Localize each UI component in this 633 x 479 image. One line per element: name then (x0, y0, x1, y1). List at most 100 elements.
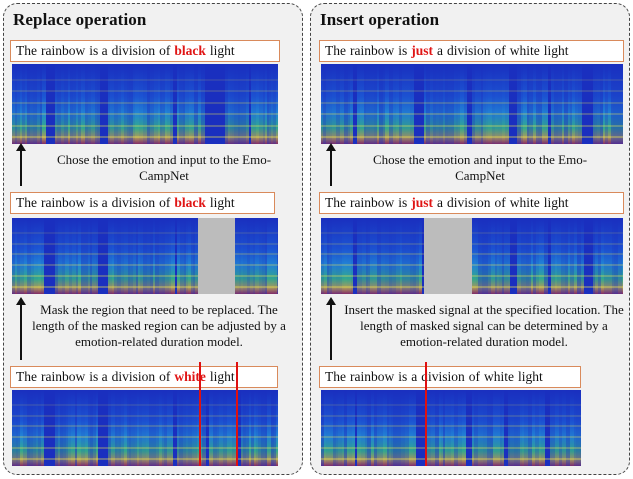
spectrogram-column (136, 390, 139, 466)
spectrogram-column (107, 64, 110, 144)
spectrogram-column (33, 390, 36, 466)
spectrogram-column (594, 218, 598, 294)
spectrogram-column (391, 390, 394, 466)
spectrogram-column (366, 64, 371, 144)
spectrogram-column (505, 64, 509, 144)
spectrogram-column (15, 64, 17, 144)
spectrogram-column (323, 64, 326, 144)
spectrogram-column (161, 390, 164, 466)
highlighted-word: white (174, 369, 206, 384)
spectrogram-column (374, 64, 378, 144)
spectrogram-column (54, 390, 58, 466)
spectrogram-column (599, 64, 603, 144)
spectrogram-column (89, 218, 92, 294)
spectrogram-column (612, 64, 617, 144)
spectrogram-column (564, 218, 568, 294)
spectrogram-column (333, 390, 336, 466)
spectrogram-column (600, 218, 604, 294)
spectrogram-column (193, 64, 196, 144)
spectrogram-column (191, 64, 194, 144)
spectrogram-column (123, 218, 128, 294)
spectrogram-column (18, 390, 20, 466)
spectrogram-column (531, 218, 534, 294)
spectrogram-column (604, 64, 608, 144)
spectrogram-column (241, 218, 244, 294)
spectrogram-column (80, 64, 83, 144)
spectrogram-column (63, 64, 68, 144)
spectrogram-column (114, 390, 117, 466)
spectrogram-column (129, 218, 133, 294)
spectrogram-column (621, 218, 623, 294)
spectrogram-column (212, 390, 217, 466)
spectrogram-column (366, 218, 369, 294)
spectrogram-column (227, 64, 230, 144)
spectrogram-column (142, 64, 147, 144)
spectrogram-column (33, 64, 37, 144)
word: division (111, 369, 156, 384)
spectrogram-column (89, 390, 93, 466)
spectrogram-column (321, 390, 324, 466)
spectrogram-column (347, 390, 349, 466)
word: of (494, 195, 506, 210)
spectrogram-column (109, 218, 112, 294)
spectrogram-column (533, 64, 537, 144)
spectrogram-column (368, 218, 371, 294)
spectrogram-column (229, 64, 232, 144)
spectrogram-column (170, 390, 173, 466)
spectrogram-column (549, 390, 552, 466)
spectrogram-column (387, 390, 390, 466)
spectrogram-column (41, 390, 44, 466)
word: rainbow (350, 195, 395, 210)
spectrogram-column (216, 390, 219, 466)
word: The (325, 43, 346, 58)
harmonic-band (321, 231, 623, 234)
spectrogram-column (517, 218, 522, 294)
spectrogram-column (273, 390, 276, 466)
spectrogram-column (267, 64, 270, 144)
spectrogram-column (12, 218, 15, 294)
spectrogram-column (571, 218, 574, 294)
spectrogram-column (475, 64, 479, 144)
spectrogram-column (266, 390, 271, 466)
spectrogram-column (138, 64, 143, 144)
spectrogram-column (329, 218, 332, 294)
spectrogram-column (71, 218, 76, 294)
spectrogram-column (580, 218, 584, 294)
arrow-up (326, 143, 336, 186)
word: division (111, 195, 156, 210)
spectrogram-column (486, 390, 490, 466)
spectrogram-column (152, 218, 155, 294)
spectrogram-column (191, 390, 194, 466)
spectrogram-column (473, 390, 478, 466)
harmonic-band (12, 447, 278, 450)
spectrogram-column (518, 390, 521, 466)
spectrogram-column (132, 390, 135, 466)
harmonic-band (321, 78, 623, 81)
harmonic-band (321, 447, 581, 450)
word: white (484, 369, 515, 384)
spectrogram-column (127, 218, 130, 294)
spectrogram-column (128, 390, 131, 466)
spectrogram-column (184, 64, 189, 144)
harmonic-band (321, 436, 581, 439)
spectrogram-column (477, 390, 480, 466)
harmonic-band (12, 113, 278, 116)
spectrogram-column (402, 218, 407, 294)
spectrogram-column (352, 390, 355, 466)
spectrogram-column (251, 64, 254, 144)
caption-insert-signal: Insert the masked signal at the specifie… (344, 302, 624, 349)
spectrogram-column (413, 390, 417, 466)
spectrogram-column (371, 390, 375, 466)
spectrogram-column (377, 64, 380, 144)
mask-boundary-line (199, 362, 201, 466)
spectrogram-output (321, 64, 623, 144)
spectrogram-column (524, 390, 529, 466)
spectrogram-column (342, 390, 344, 466)
spectrogram-column (592, 64, 595, 144)
word: is a (89, 195, 108, 210)
spectrogram-column (361, 390, 366, 466)
spectrogram-column (389, 390, 392, 466)
spectrogram-column (27, 64, 30, 144)
caption-mask-region: Mask the region that need to be replaced… (32, 302, 286, 349)
spectrogram-column (351, 218, 353, 294)
